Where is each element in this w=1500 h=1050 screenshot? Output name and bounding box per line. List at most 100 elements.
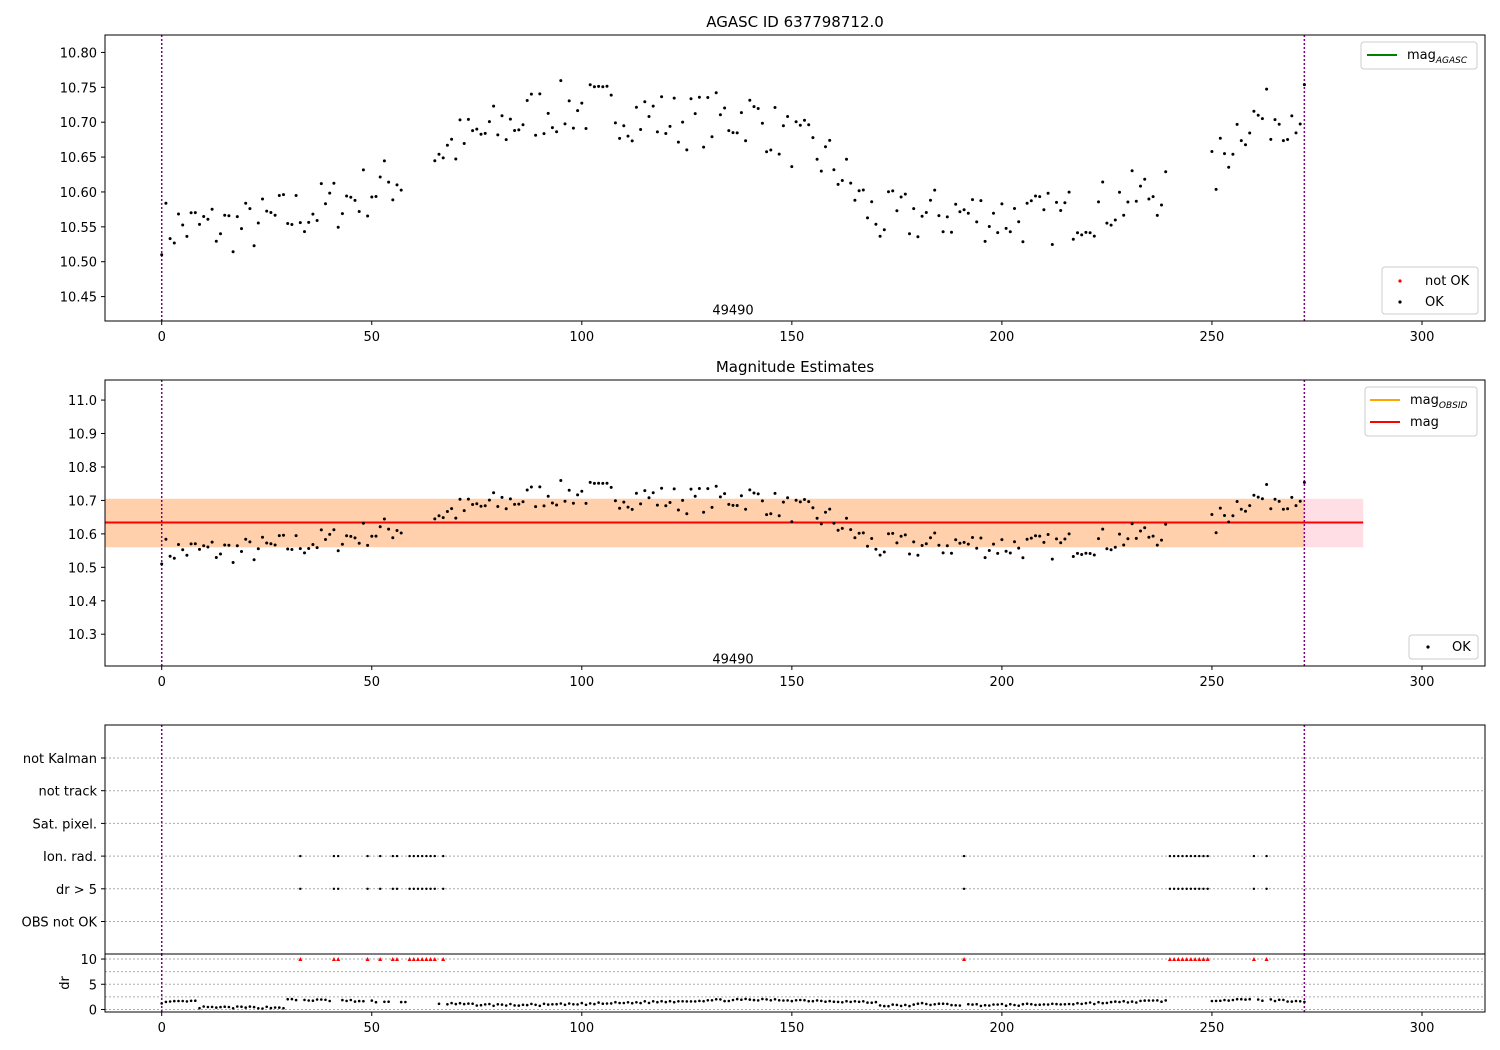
agasc-mag-point xyxy=(1122,213,1126,217)
dr-point xyxy=(320,998,323,1001)
agasc-mag-point xyxy=(345,194,349,198)
dr-point xyxy=(231,1007,235,1010)
mag-estimate-point xyxy=(605,481,609,485)
agasc-mag-point xyxy=(248,207,252,211)
agasc-mag-point xyxy=(958,210,962,214)
dr-point xyxy=(845,999,848,1003)
agasc-mag-point xyxy=(466,117,470,121)
dr-axis-label: dr xyxy=(58,976,73,990)
mag-estimate-point xyxy=(450,507,454,511)
mag-estimate-point xyxy=(496,505,500,508)
mag-estimate-point xyxy=(1223,514,1226,517)
dr-point xyxy=(862,1000,865,1003)
agasc-mag-point xyxy=(739,111,743,115)
agasc-mag-point xyxy=(655,130,659,134)
mag-estimate-point xyxy=(223,543,227,547)
mag-estimate-point xyxy=(437,514,441,518)
dr-point xyxy=(1256,998,1260,1001)
mag-estimate-point xyxy=(185,553,189,557)
agasc-mag-point xyxy=(929,198,932,202)
flag-marker xyxy=(1252,854,1256,858)
y-tick-label: 10.3 xyxy=(68,628,97,643)
agasc-mag-point xyxy=(290,223,294,226)
panel-magnitude-estimates: Magnitude Estimates 0 50 100 150 200 250 300 1… xyxy=(68,358,1486,690)
dr-point xyxy=(702,999,705,1003)
agasc-mag-point xyxy=(445,143,449,147)
dr-point xyxy=(765,998,768,1001)
dr-point xyxy=(988,1004,991,1007)
mag-estimate-point xyxy=(903,533,907,537)
agasc-mag-point xyxy=(1021,240,1025,244)
agasc-mag-point xyxy=(1013,207,1016,210)
flag-marker xyxy=(1181,887,1184,890)
agasc-mag-point xyxy=(878,234,882,238)
mag-estimate-point xyxy=(1239,507,1243,511)
agasc-mag-point xyxy=(433,159,437,163)
mag-estimate-point xyxy=(735,504,739,507)
mag-estimate-point xyxy=(731,503,735,507)
mag-estimate-point xyxy=(845,516,848,520)
dr-point xyxy=(748,998,752,1001)
agasc-mag-point xyxy=(1260,117,1264,121)
mag-estimate-point xyxy=(277,534,281,538)
dr-point xyxy=(1084,1001,1088,1005)
mag-estimate-point xyxy=(992,542,995,546)
dr-capped-marker xyxy=(1176,957,1181,962)
agasc-mag-point xyxy=(378,175,382,179)
mag-estimate-point xyxy=(261,535,264,539)
y-tick-label: 10.70 xyxy=(60,116,97,131)
dr-point xyxy=(202,1005,205,1008)
dr-capped-marker xyxy=(415,957,420,962)
flag-marker xyxy=(1202,854,1205,858)
dr-point xyxy=(723,999,726,1003)
agasc-mag-point xyxy=(370,195,374,199)
dr-point xyxy=(542,1002,546,1006)
dr-point xyxy=(744,997,747,1001)
agasc-mag-point xyxy=(681,120,685,124)
agasc-mag-point xyxy=(971,198,974,202)
agasc-mag-point xyxy=(181,223,185,227)
dr-point xyxy=(1248,997,1251,1001)
mag-estimate-point xyxy=(340,542,344,546)
x-tick-label: 150 xyxy=(779,330,804,345)
dr-capped-marker xyxy=(424,957,429,962)
mag-estimate-point xyxy=(584,501,588,505)
agasc-mag-point xyxy=(349,195,353,199)
dr-point xyxy=(714,998,718,1001)
agasc-mag-point xyxy=(1063,201,1067,205)
agasc-mag-point xyxy=(992,211,995,215)
flag-label: Ion. rad. xyxy=(43,850,97,865)
mag-estimate-point xyxy=(958,541,962,545)
agasc-mag-point xyxy=(1055,200,1058,204)
x-tick-label: 200 xyxy=(989,330,1014,345)
agasc-mag-point xyxy=(815,157,819,161)
mag-estimate-point xyxy=(811,506,815,510)
agasc-mag-point xyxy=(660,95,664,99)
x-tick-label: 200 xyxy=(989,1021,1014,1036)
dr-point xyxy=(227,1005,231,1009)
mag-estimate-point xyxy=(832,521,836,525)
y-tick-label: 10.4 xyxy=(68,595,97,610)
agasc-mag-point xyxy=(832,168,836,172)
dr-capped-marker xyxy=(411,957,416,962)
agasc-mag-point xyxy=(1252,109,1256,113)
dr-capped-marker xyxy=(407,957,412,962)
agasc-mag-point xyxy=(891,189,895,193)
agasc-mag-point xyxy=(1302,83,1306,87)
agasc-mag-point xyxy=(697,95,701,99)
agasc-mag-point xyxy=(256,221,260,225)
agasc-mag-point xyxy=(1126,200,1130,204)
agasc-mag-point xyxy=(1092,234,1096,238)
agasc-mag-point xyxy=(765,150,769,154)
dr-point xyxy=(668,999,672,1003)
agasc-mag-point xyxy=(294,194,298,197)
dr-point xyxy=(769,999,773,1002)
agasc-mag-point xyxy=(1067,190,1071,194)
agasc-mag-point xyxy=(664,132,668,135)
agasc-mag-point xyxy=(857,189,861,193)
agasc-mag-point xyxy=(748,98,752,102)
dr-point xyxy=(841,1001,844,1004)
flag-marker xyxy=(391,887,394,890)
agasc-mag-point xyxy=(824,145,827,149)
agasc-mag-point xyxy=(1218,136,1222,140)
